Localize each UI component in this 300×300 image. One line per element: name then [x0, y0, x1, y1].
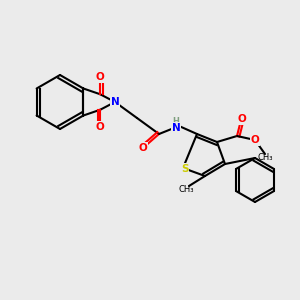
Text: N: N	[172, 123, 180, 133]
Text: O: O	[250, 135, 260, 145]
Text: O: O	[139, 143, 147, 153]
Text: CH₃: CH₃	[178, 185, 194, 194]
Text: CH₃: CH₃	[257, 154, 273, 163]
Text: N: N	[111, 97, 119, 107]
Text: O: O	[96, 122, 105, 132]
Text: H: H	[172, 116, 179, 125]
Text: O: O	[238, 114, 246, 124]
Text: O: O	[96, 72, 105, 82]
Text: S: S	[181, 164, 189, 174]
